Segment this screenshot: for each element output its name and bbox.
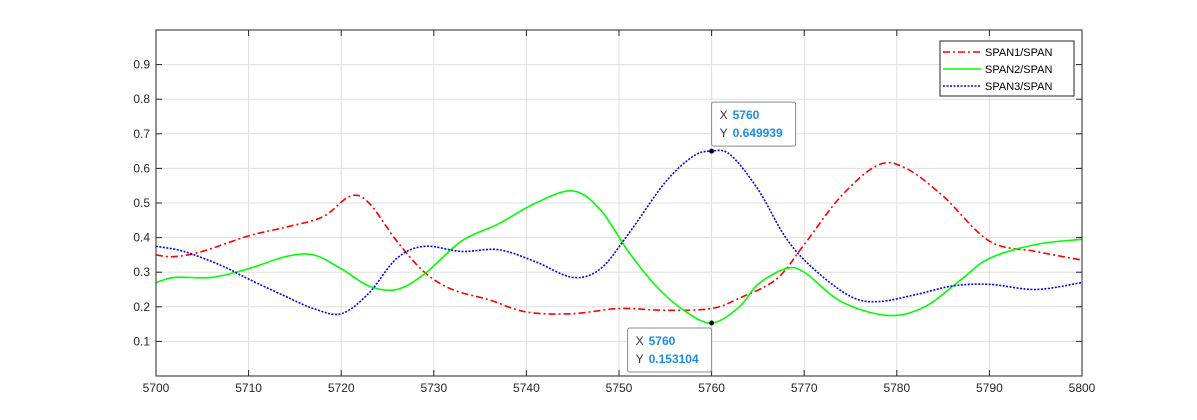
data-tip-marker [709, 148, 715, 154]
y-tick-label: 0.7 [133, 127, 150, 141]
y-tick-label: 0.3 [133, 265, 150, 279]
data-tip-y-value: 0.649939 [733, 126, 783, 140]
series-line-1 [155, 161, 1083, 315]
data-tip-box [711, 101, 797, 147]
legend: SPAN1/SPAN SPAN2/SPAN SPAN3/SPAN [939, 40, 1075, 97]
data-tip-x-value: 5760 [733, 108, 760, 122]
x-tick-label: 5710 [235, 381, 262, 395]
data-tip-y-label: Y [720, 126, 728, 140]
x-tick-label: 5750 [606, 381, 633, 395]
data-tip-2: X 5760 Y 0.153104 [627, 320, 715, 373]
y-tick-label: 0.5 [133, 196, 150, 210]
x-tick-label: 5700 [143, 381, 170, 395]
x-tick-label: 5720 [328, 381, 355, 395]
data-tips: X 5760 Y 0.649939 X 5760 Y 0.153104 [627, 101, 797, 373]
x-tick-label: 5730 [420, 381, 447, 395]
data-tip-x-value: 5760 [649, 334, 676, 348]
y-tick-label: 0.8 [133, 92, 150, 106]
legend-label-1: SPAN1/SPAN [985, 47, 1053, 59]
y-tick-label: 0.1 [133, 334, 150, 348]
y-tick-label: 0.2 [133, 300, 150, 314]
grid-lines [155, 30, 1083, 376]
legend-label-2: SPAN2/SPAN [985, 64, 1053, 76]
x-tick-label: 5800 [1069, 381, 1096, 395]
data-tip-y-label: Y [636, 352, 644, 366]
data-tip-box [627, 327, 713, 373]
y-tick-label: 0.4 [133, 231, 150, 245]
data-tip-1: X 5760 Y 0.649939 [709, 101, 797, 154]
series-line-3 [155, 149, 1083, 316]
data-tip-x-label: X [720, 108, 728, 122]
legend-label-3: SPAN3/SPAN [985, 81, 1053, 93]
x-tick-label: 5790 [976, 381, 1003, 395]
y-tick-label: 0.6 [133, 161, 150, 175]
x-tick-label: 5760 [698, 381, 725, 395]
y-tick-label: 0.9 [133, 58, 150, 72]
series-layer [155, 149, 1083, 324]
series-line-2 [155, 190, 1083, 324]
data-tip-y-value: 0.153104 [649, 352, 699, 366]
data-tip-x-label: X [636, 334, 644, 348]
data-tip-marker [709, 320, 715, 326]
axis-ticks: 5700 5710 5720 5730 5740 5750 5760 5770 5780 5790… [133, 30, 1096, 395]
x-tick-label: 5740 [513, 381, 540, 395]
x-tick-label: 5770 [791, 381, 818, 395]
x-tick-label: 5780 [883, 381, 910, 395]
